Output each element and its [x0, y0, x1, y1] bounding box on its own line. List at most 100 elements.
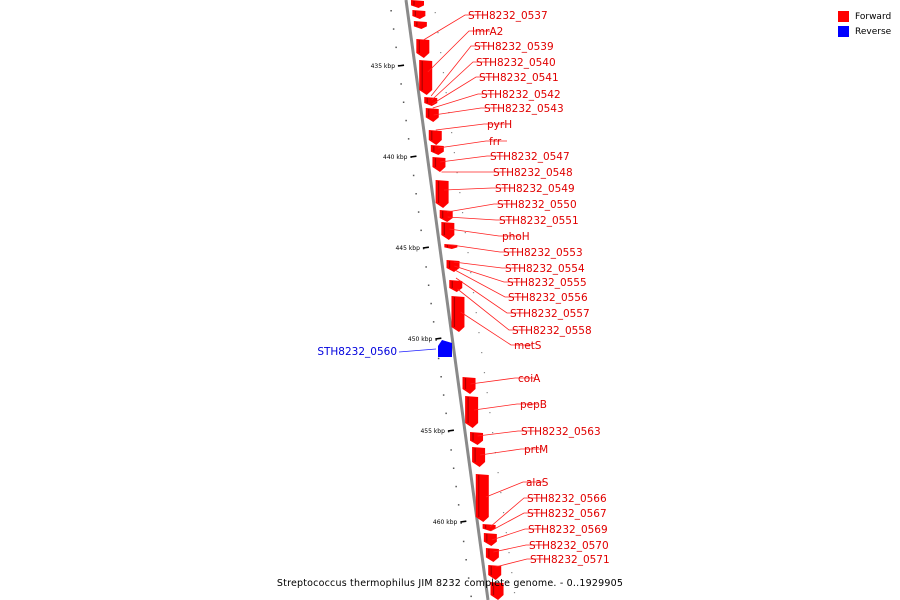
gene-label: STH8232_0550: [497, 199, 577, 211]
legend-reverse: Reverse: [838, 24, 891, 39]
leader-line: [423, 14, 486, 41]
gene-label: phoH: [502, 231, 530, 243]
minor-tick: [390, 10, 392, 12]
gene-label: STH8232_0555: [507, 277, 587, 289]
minor-dot: [442, 72, 445, 74]
gene-label: lmrA2: [472, 26, 503, 38]
legend-forward: Forward: [838, 9, 891, 24]
minor-tick: [452, 467, 455, 469]
leader-line: [457, 288, 530, 331]
minor-dot: [440, 52, 442, 54]
forward-gene-block: [475, 474, 489, 522]
scale-label: 460 kbp: [433, 519, 458, 526]
scale-tick: [397, 64, 405, 67]
leader-line: [432, 76, 497, 105]
minor-dot: [502, 512, 505, 514]
gene-label: STH8232_0566: [527, 493, 607, 505]
minor-dot: [461, 212, 464, 214]
forward-gene-block: [482, 524, 496, 531]
leader-line: [485, 481, 544, 498]
gene-label: STH8232_0541: [479, 72, 559, 84]
leader-line: [446, 203, 515, 213]
minor-tick: [420, 229, 422, 232]
minor-tick: [395, 46, 397, 49]
minor-tick: [417, 211, 420, 213]
leader-line: [477, 430, 539, 437]
forward-gene-block: [428, 130, 442, 145]
legend-reverse-label: Reverse: [855, 26, 892, 37]
forward-gene-block: [472, 447, 486, 467]
minor-tick: [432, 321, 435, 323]
forward-gene-block: [444, 244, 458, 249]
forward-gene-block: [485, 548, 499, 562]
minor-dot: [486, 392, 488, 394]
leader-line: [443, 187, 513, 191]
gene-label: STH8232_0553: [503, 247, 583, 259]
minor-dot: [459, 192, 461, 194]
minor-tick: [425, 266, 427, 268]
scale-tick: [422, 246, 429, 249]
gene-label: STH8232_0558: [512, 325, 592, 337]
forward-gene-block: [411, 0, 424, 8]
gene-label: STH8232_0563: [521, 426, 601, 438]
leader-line: [495, 558, 548, 568]
minor-tick: [457, 504, 460, 506]
minor-tick: [462, 540, 465, 543]
gene-label: STH8232_0537: [468, 10, 548, 22]
leader-line: [435, 123, 505, 131]
minor-tick: [415, 193, 417, 195]
gene-label: STH8232_0542: [481, 89, 561, 101]
minor-tick: [430, 302, 432, 305]
gene-label: metS: [514, 340, 542, 352]
minor-tick: [455, 485, 457, 488]
minor-dot: [451, 132, 453, 134]
minor-tick: [407, 138, 410, 140]
gene-label: alaS: [526, 477, 549, 489]
gene-label: STH8232_0569: [528, 524, 608, 536]
scale-label: 435 kbp: [371, 63, 396, 70]
gene-label: STH8232_0547: [490, 151, 570, 163]
leader-line: [473, 403, 538, 411]
gene-label: STH8232_0557: [510, 308, 590, 320]
gene-label: STH8232_0548: [493, 167, 573, 179]
gene-label: pepB: [520, 399, 547, 411]
leader-line: [432, 93, 499, 109]
legend-forward-label: Forward: [855, 11, 892, 22]
minor-dot: [475, 312, 477, 314]
scale-label: 455 kbp: [420, 428, 445, 435]
minor-dot: [483, 372, 486, 374]
minor-dot: [445, 92, 447, 94]
forward-gene-block: [424, 97, 438, 106]
leader-line: [447, 216, 517, 221]
minor-tick: [445, 412, 447, 415]
forward-gene-block: [451, 296, 465, 332]
gene-label: STH8232_0543: [484, 103, 564, 115]
scale-tick: [460, 520, 467, 523]
gene-label: STH8232_0556: [508, 292, 588, 304]
scale-label: 450 kbp: [408, 336, 433, 343]
scale-label: 445 kbp: [395, 245, 420, 252]
leader-line: [480, 448, 542, 456]
scale-tick: [410, 155, 417, 158]
leader-line: [453, 261, 523, 269]
minor-dot: [489, 412, 491, 414]
minor-dot: [513, 592, 516, 594]
minor-dot: [434, 12, 436, 14]
gene-label: STH8232_0540: [476, 57, 556, 69]
minor-tick: [412, 174, 415, 177]
minor-dot: [478, 332, 480, 334]
gene-label: STH8232_0549: [495, 183, 575, 195]
leader-line: [489, 497, 545, 528]
leader-line: [460, 311, 532, 346]
forward-gene-block: [412, 10, 426, 19]
minor-dot: [511, 572, 513, 574]
minor-tick: [405, 119, 407, 122]
leader-line: [433, 107, 502, 116]
forward-gene-block: [449, 280, 463, 292]
scale-label: 440 kbp: [383, 154, 408, 161]
forward-gene-block: [425, 108, 439, 122]
minor-dot: [508, 552, 510, 554]
forward-gene-block: [416, 39, 430, 58]
minor-dot: [500, 492, 502, 494]
